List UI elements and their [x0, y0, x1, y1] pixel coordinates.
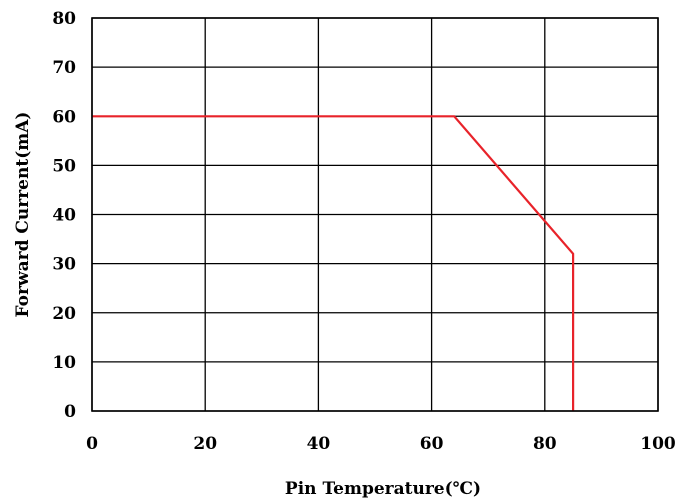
series-line-0	[92, 115, 575, 411]
x-tick-label: 40	[307, 434, 331, 454]
y-tick-labels: 0 10 20 30 40 50 60 70 80	[52, 9, 76, 422]
y-tick-label: 40	[52, 206, 76, 226]
x-tick-label: 60	[420, 434, 444, 454]
y-tick-label: 20	[52, 304, 76, 324]
x-tick-label: 100	[640, 434, 676, 454]
y-tick-label: 60	[52, 107, 76, 127]
y-tick-label: 80	[52, 9, 76, 29]
x-tick-label: 20	[193, 434, 217, 454]
y-tick-label: 10	[52, 353, 76, 373]
series-layer	[92, 115, 575, 411]
y-tick-label: 70	[52, 58, 76, 78]
y-tick-label: 30	[52, 255, 76, 275]
plot-frame	[91, 17, 659, 412]
y-axis-label: Forward Current(mA)	[13, 112, 33, 318]
x-tick-label: 0	[86, 434, 98, 454]
x-tick-labels: 0 20 40 60 80 100	[86, 434, 676, 454]
x-axis-label: Pin Temperature(℃)	[285, 479, 481, 499]
x-tick-label: 80	[533, 434, 557, 454]
y-tick-label: 0	[64, 402, 76, 422]
y-tick-label: 50	[52, 156, 76, 176]
